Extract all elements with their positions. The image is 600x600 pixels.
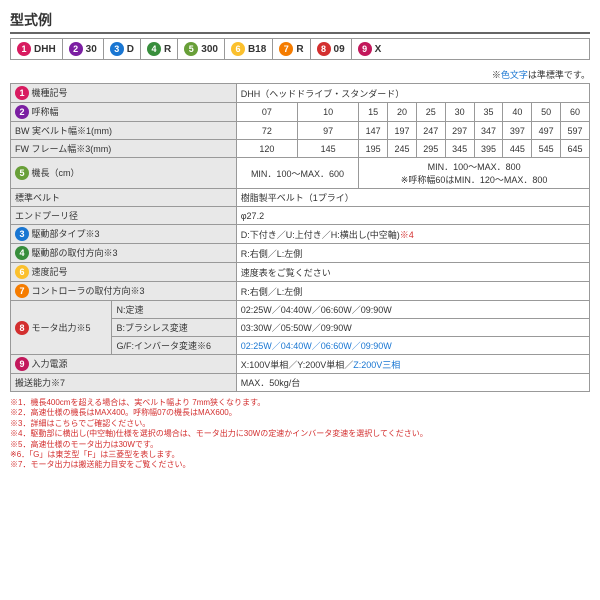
color-note: ※色文字は準標準です。 (10, 68, 590, 81)
section-title: 型式例 (10, 10, 590, 34)
footnotes: ※1．機長400cmを超える場合は、実ベルト幅より 7mm狭くなります。※2．高… (10, 398, 590, 471)
spec-table: 1 機種記号DHH（ヘッドドライブ・スタンダード） 2 呼称幅071015202… (10, 83, 590, 392)
model-example-row: 1DHH2303D4R53006B187R8099X (10, 38, 590, 60)
